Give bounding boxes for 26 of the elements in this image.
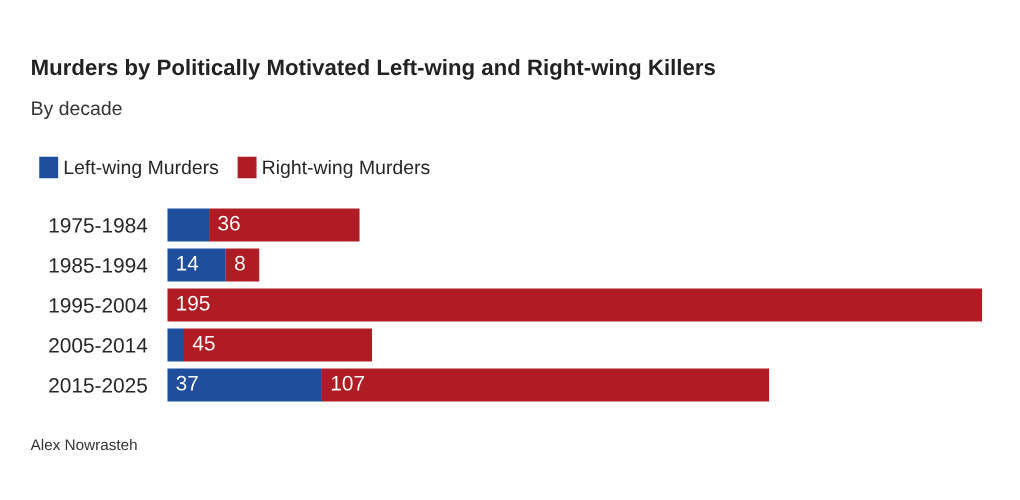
legend-label: Right-wing Murders [263, 159, 430, 179]
bar [321, 368, 770, 402]
data-label: 195 [177, 295, 210, 311]
text: Alex Nowrasteh [30, 438, 137, 451]
chart-subtitle: By decade [32, 100, 122, 120]
bar [167, 248, 226, 282]
bar [184, 328, 373, 362]
bar [167, 328, 184, 362]
bar [167, 288, 983, 322]
y-tick-label: 1975-1984 [49, 218, 148, 233]
bar [167, 368, 322, 402]
y-tick-label: 1985-1994 [49, 258, 148, 273]
y-tick-label: 2005-2014 [49, 338, 148, 353]
y-tick-label: 2015-2025 [49, 378, 147, 393]
chart-title: Murders by Politically Motivated Left-wing and Right-wing Killers [32, 58, 715, 80]
data-label: 14 [177, 256, 199, 271]
bar [225, 248, 260, 282]
data-label: 107 [331, 375, 364, 391]
data-label: 8 [235, 255, 245, 271]
data-label: 37 [176, 375, 198, 391]
data-label: 45 [192, 336, 215, 351]
legend-label: Left-wing Murders [64, 159, 219, 179]
bar [209, 208, 360, 242]
data-label: 36 [218, 215, 240, 231]
bar [167, 208, 210, 242]
y-tick-label: 1995-2004 [49, 298, 148, 313]
